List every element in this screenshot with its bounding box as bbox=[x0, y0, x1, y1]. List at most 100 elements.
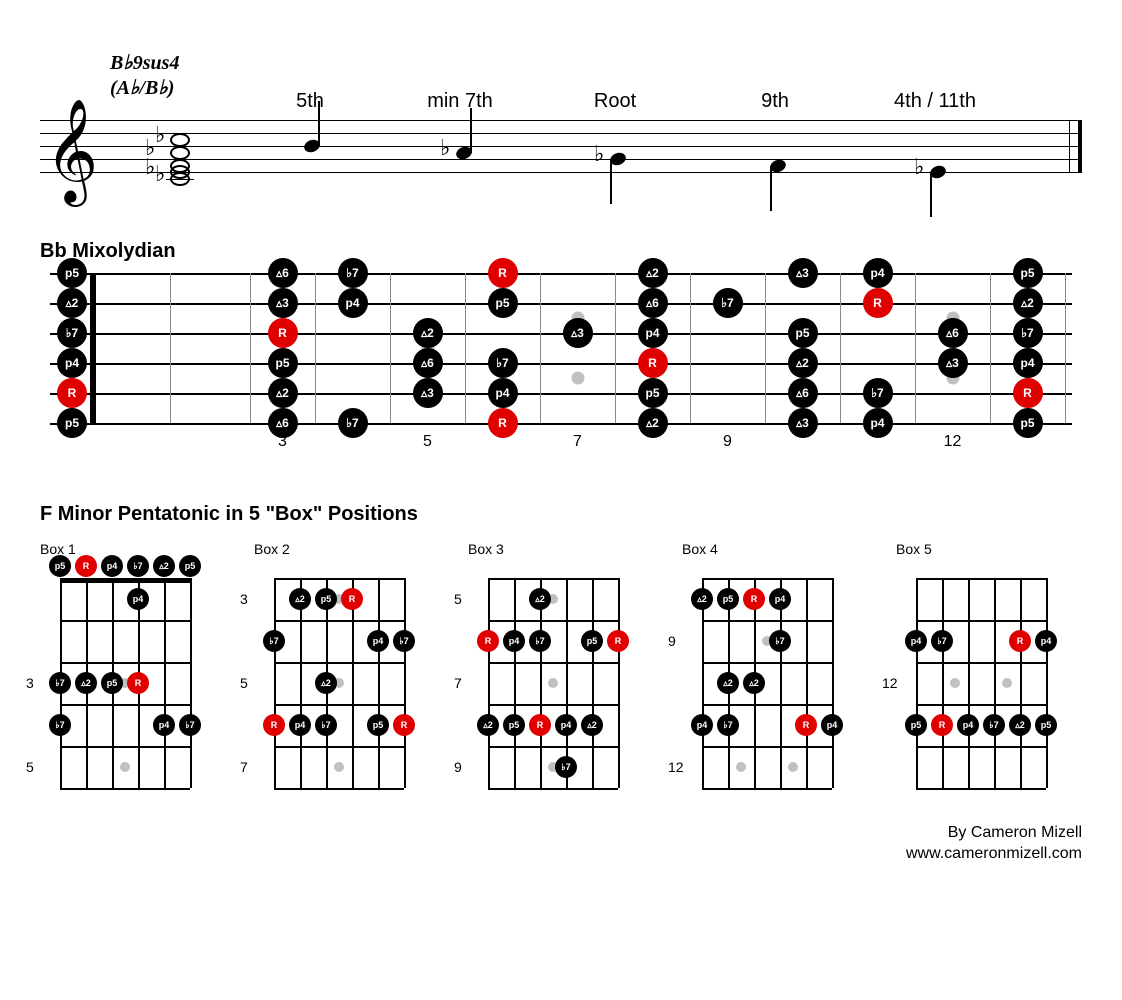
box-diagram: Box 512p4♭7Rp4p5Rp4♭7▵2p5 bbox=[896, 541, 1082, 803]
root-note: R bbox=[341, 588, 363, 610]
interval-label: 5th bbox=[296, 90, 324, 113]
root-note: R bbox=[607, 630, 629, 652]
fret-marker bbox=[548, 678, 558, 688]
scale-note: p5 bbox=[1035, 714, 1057, 736]
scale-note: ▵6 bbox=[938, 318, 968, 348]
scale-note: p4 bbox=[691, 714, 713, 736]
scale-note: ▵2 bbox=[638, 408, 668, 438]
scale-note: ▵3 bbox=[563, 318, 593, 348]
chord-note bbox=[170, 133, 190, 147]
flat-icon: ♭ bbox=[145, 135, 155, 161]
box-diagram: Box 3579▵2Rp4♭7p5R▵2p5Rp4▵2♭7 bbox=[468, 541, 654, 803]
pentatonic-boxes: Box 135p5Rp4♭7▵2p5p4♭7▵2p5R♭7p4♭7Box 235… bbox=[40, 541, 1082, 803]
root-note: R bbox=[488, 408, 518, 438]
scale-note: ▵6 bbox=[413, 348, 443, 378]
scale-note: p4 bbox=[289, 714, 311, 736]
scale-note: p4 bbox=[338, 288, 368, 318]
fret-number: 12 bbox=[944, 433, 962, 451]
scale-note: ▵3 bbox=[938, 348, 968, 378]
scale-note: ♭7 bbox=[555, 756, 577, 778]
interval-label: 4th / 11th bbox=[894, 90, 976, 113]
root-note: R bbox=[75, 555, 97, 577]
root-note: R bbox=[488, 258, 518, 288]
scale-note: ▵2 bbox=[413, 318, 443, 348]
credit-author: By Cameron Mizell bbox=[40, 823, 1082, 844]
scale-note: ♭7 bbox=[863, 378, 893, 408]
horizontal-fretboard: 357912p5▵6♭7R▵2▵3p4p5▵2▵3p4p5▵6♭7R▵2♭7R▵… bbox=[40, 273, 1082, 473]
credit: By Cameron Mizell www.cameronmizell.com bbox=[40, 823, 1082, 865]
scale-note: p4 bbox=[1035, 630, 1057, 652]
scale-note: ▵2 bbox=[289, 588, 311, 610]
box-title: Box 5 bbox=[896, 541, 1082, 557]
fret-number: 5 bbox=[26, 759, 34, 775]
scale-note: ♭7 bbox=[529, 630, 551, 652]
scale-note: ▵2 bbox=[268, 378, 298, 408]
root-note: R bbox=[127, 672, 149, 694]
scale-note: p5 bbox=[57, 408, 87, 438]
scale-note: ▵2 bbox=[153, 555, 175, 577]
scale-note: p4 bbox=[769, 588, 791, 610]
scale-note: ▵2 bbox=[717, 672, 739, 694]
scale-note: ▵3 bbox=[268, 288, 298, 318]
fret-number: 3 bbox=[26, 675, 34, 691]
scale-note: p5 bbox=[1013, 408, 1043, 438]
scale-note: p5 bbox=[101, 672, 123, 694]
flat-icon: ♭ bbox=[594, 141, 604, 167]
fret-number: 9 bbox=[723, 433, 732, 451]
scale-note: p5 bbox=[1013, 258, 1043, 288]
scale-note: ▵3 bbox=[788, 258, 818, 288]
scale-note: p5 bbox=[581, 630, 603, 652]
scale-note: ▵6 bbox=[638, 288, 668, 318]
fret-marker bbox=[788, 762, 798, 772]
scale-note: p5 bbox=[503, 714, 525, 736]
scale-note: p4 bbox=[863, 258, 893, 288]
root-note: R bbox=[795, 714, 817, 736]
scale-note: p4 bbox=[101, 555, 123, 577]
scale-note: ♭7 bbox=[488, 348, 518, 378]
box-title: Box 1 bbox=[40, 541, 226, 557]
root-note: R bbox=[529, 714, 551, 736]
fret-number: 9 bbox=[668, 633, 676, 649]
scale-note: p5 bbox=[638, 378, 668, 408]
fret-marker bbox=[950, 678, 960, 688]
scale-note: ▵6 bbox=[788, 378, 818, 408]
scale-note: p4 bbox=[555, 714, 577, 736]
scale-note: ♭7 bbox=[338, 408, 368, 438]
music-staff: B♭9sus4 (A♭/B♭) 5thmin 7thRoot9th4th / 1… bbox=[40, 40, 1082, 220]
credit-url: www.cameronmizell.com bbox=[40, 844, 1082, 865]
fret-marker bbox=[334, 762, 344, 772]
scale-note: p5 bbox=[315, 588, 337, 610]
chord-name: B♭9sus4 (A♭/B♭) bbox=[110, 50, 179, 100]
scale-note: ♭7 bbox=[49, 672, 71, 694]
scale-note: p4 bbox=[821, 714, 843, 736]
mixolydian-title: Bb Mixolydian bbox=[40, 240, 1082, 263]
fret-number: 3 bbox=[240, 591, 248, 607]
box-diagram: Box 135p5Rp4♭7▵2p5p4♭7▵2p5R♭7p4♭7 bbox=[40, 541, 226, 803]
scale-note: p5 bbox=[488, 288, 518, 318]
fret-number: 7 bbox=[573, 433, 582, 451]
root-note: R bbox=[393, 714, 415, 736]
scale-note: p4 bbox=[1013, 348, 1043, 378]
interval-label: min 7th bbox=[427, 90, 493, 113]
flat-icon: ♭ bbox=[155, 161, 165, 187]
treble-clef-icon: 𝄞 bbox=[45, 100, 98, 204]
scale-note: ♭7 bbox=[127, 555, 149, 577]
scale-note: ♭7 bbox=[179, 714, 201, 736]
scale-note: ▵2 bbox=[1013, 288, 1043, 318]
scale-note: p4 bbox=[905, 630, 927, 652]
scale-note: p4 bbox=[863, 408, 893, 438]
pentatonic-title: F Minor Pentatonic in 5 "Box" Positions bbox=[40, 503, 1082, 526]
scale-note: ▵2 bbox=[743, 672, 765, 694]
scale-note: ♭7 bbox=[769, 630, 791, 652]
scale-note: ♭7 bbox=[713, 288, 743, 318]
scale-note: ♭7 bbox=[49, 714, 71, 736]
scale-note: ♭7 bbox=[57, 318, 87, 348]
scale-note: p5 bbox=[367, 714, 389, 736]
chord-note bbox=[170, 159, 190, 173]
scale-note: p5 bbox=[49, 555, 71, 577]
interval-label: 9th bbox=[761, 90, 789, 113]
scale-note: p5 bbox=[179, 555, 201, 577]
scale-note: ▵6 bbox=[268, 258, 298, 288]
box-title: Box 2 bbox=[254, 541, 440, 557]
fret-number: 5 bbox=[454, 591, 462, 607]
